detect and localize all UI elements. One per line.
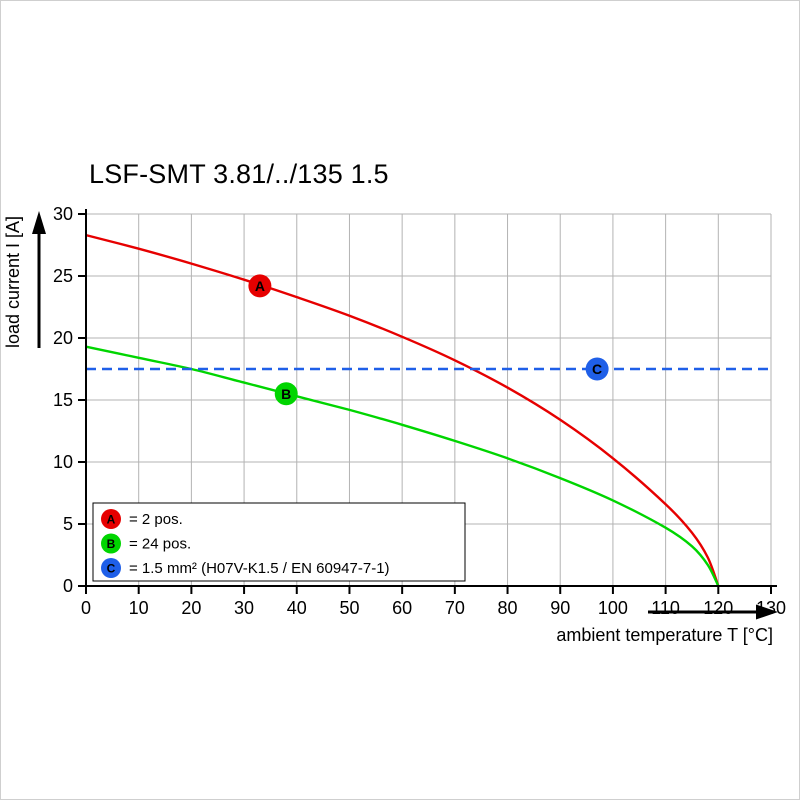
y-tick-label: 15 [53,390,73,410]
curve-B [85,345,720,587]
x-tick-label: 20 [181,598,201,618]
legend-label-B: = 24 pos. [129,536,191,553]
legend-marker-label-A: A [107,513,116,527]
x-tick-label: 110 [651,598,680,618]
legend-label-A: = 2 pos. [129,511,183,528]
x-tick-label: 70 [445,598,465,618]
legend-label-C: = 1.5 mm² (H07V-K1.5 / EN 60947-7-1) [129,560,390,577]
x-tick-label: 120 [703,598,733,618]
x-tick-label: 10 [129,598,149,618]
y-axis-arrow-head [32,211,46,234]
x-tick-label: 0 [81,598,91,618]
x-tick-label: 30 [234,598,254,618]
curve-A [85,233,720,587]
x-tick-label: 90 [550,598,570,618]
y-axis-title: load current I [A] [3,216,23,348]
legend-box [92,502,466,582]
x-tick-label: 80 [498,598,518,618]
legend-marker-B [101,533,121,554]
y-tick-label: 20 [53,328,73,348]
y-tick-label: 30 [53,204,73,224]
x-axis-arrow-head [756,604,778,620]
chart-title: LSF-SMT 3.81/../135 1.5 [89,159,389,189]
legend-marker-label-C: C [107,562,116,576]
legend-marker-C [101,558,121,578]
y-tick-label: 0 [63,576,73,596]
curve-marker-C [585,357,609,381]
y-tick-label: 25 [53,266,73,286]
x-tick-label: 50 [339,598,359,618]
curve-marker-label-A: A [255,278,265,294]
curve-marker-label-B: B [281,386,291,402]
y-tick-label: 10 [53,452,73,472]
x-tick-label: 40 [287,598,307,618]
curve-marker-A [248,274,272,298]
x-axis-title: ambient temperature T [°C] [556,625,773,645]
curve-marker-B [274,382,298,406]
curve-marker-label-C: C [592,361,602,377]
x-tick-label: 100 [598,598,628,618]
x-tick-label: 60 [392,598,412,618]
legend-marker-label-B: B [107,537,116,551]
legend-marker-A [101,509,121,529]
y-tick-label: 5 [63,514,73,534]
